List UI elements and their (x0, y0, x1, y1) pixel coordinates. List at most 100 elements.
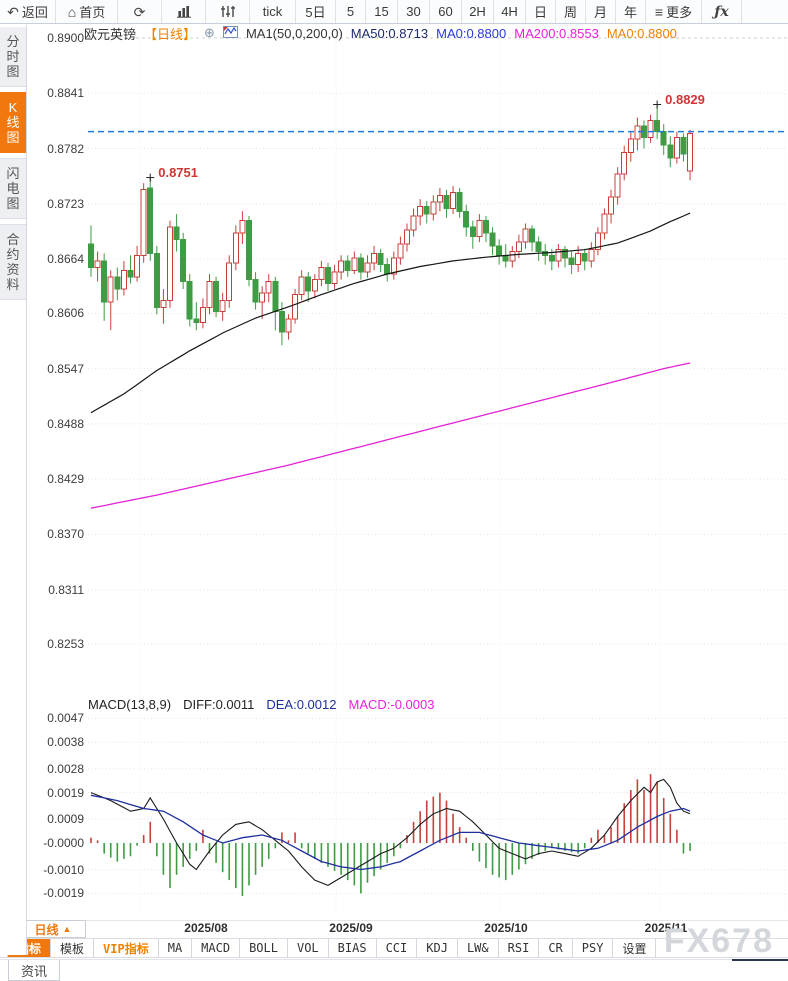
period-selector[interactable]: 日线 ▲ (20, 920, 86, 938)
main-chart-header: 欧元英镑 【日线】 ⊕ MA1(50,0,200,0) MA50:0.8713 … (84, 25, 677, 42)
chart-type-candles-button[interactable] (206, 0, 250, 23)
candle-body (318, 266, 325, 281)
candle-body (509, 251, 516, 262)
interval-tick-button[interactable]: tick (250, 0, 296, 23)
candle-body (219, 299, 226, 312)
tab-vol[interactable]: VOL (288, 939, 329, 957)
tab-lwr[interactable]: LW& (458, 939, 499, 957)
sidebar-item-time-chart-label: 分时图 (6, 34, 20, 79)
candle-body (436, 194, 443, 203)
interval-month-button[interactable]: 月 (586, 0, 616, 23)
tab-rsi[interactable]: RSI (499, 939, 540, 957)
candle-body (120, 269, 127, 290)
tab-cr[interactable]: CR (539, 939, 573, 957)
interval-year-button-label: 年 (623, 5, 637, 20)
candle-body (647, 119, 654, 138)
news-tab[interactable]: 资讯 (8, 960, 61, 981)
candle-body (324, 266, 331, 284)
candle-body (634, 125, 641, 140)
candle-body (245, 220, 252, 281)
sidebar-item-lightning-chart[interactable]: 闪电图 (0, 158, 26, 219)
tab-ma[interactable]: MA (159, 939, 193, 957)
macd-histogram (90, 774, 691, 897)
date-axis-label: 2025/09 (329, 921, 373, 935)
macd-axis-label: -0.0000 (43, 836, 84, 850)
candle-body (193, 318, 200, 324)
candle-body (338, 260, 345, 273)
sidebar-item-contract-info[interactable]: 合约资料 (0, 224, 26, 300)
candle-body (489, 232, 496, 247)
candle-body (265, 281, 272, 294)
price-axis-label: 0.8370 (47, 527, 84, 542)
interval-5m-button[interactable]: 5 (336, 0, 366, 23)
candle-body (588, 249, 595, 262)
formula-button[interactable]: ƒx (702, 0, 742, 23)
candle-body (114, 276, 121, 290)
candle-body (147, 187, 154, 254)
candle-body (377, 252, 384, 266)
price-axis-label: 0.8606 (47, 306, 84, 321)
price-axis-label: 0.8664 (47, 252, 84, 267)
tab-macd[interactable]: MACD (192, 939, 241, 957)
tab-settings[interactable]: 设置 (613, 939, 657, 957)
tab-templates[interactable]: 模板 (51, 939, 95, 957)
candle-body (134, 254, 141, 278)
ma-settings-icon[interactable] (222, 25, 238, 41)
candle-body (166, 226, 173, 301)
interval-day-button-label: 日 (533, 5, 547, 20)
ma50-value: MA50:0.8713 (350, 25, 429, 41)
candle-body (561, 249, 568, 259)
candle-body (173, 226, 180, 240)
interval-5day-button[interactable]: 5日 (296, 0, 336, 23)
circle-plus-icon[interactable]: ⊕ (204, 25, 215, 40)
candle-body (482, 220, 489, 234)
tab-kdj[interactable]: KDJ (417, 939, 458, 957)
refresh-button[interactable]: ⟳ (118, 0, 162, 23)
sidebar-item-kline-chart-label: K线图 (6, 100, 20, 145)
home-button[interactable]: ⌂ 首页 (56, 0, 118, 23)
interval-2h-button[interactable]: 2H (462, 0, 494, 23)
price-axis-label: 0.8488 (47, 416, 84, 431)
bars-icon (176, 5, 192, 18)
interval-4h-button[interactable]: 4H (494, 0, 526, 23)
more-button[interactable]: ≡ 更多 (646, 0, 702, 23)
chart-type-bars-button[interactable] (162, 0, 206, 23)
sidebar-item-kline-chart[interactable]: K线图 (0, 92, 26, 153)
interval-day-button[interactable]: 日 (526, 0, 556, 23)
interval-week-button[interactable]: 周 (556, 0, 586, 23)
interval-30m-button-label: 30 (406, 4, 421, 19)
price-annotation: 0.8829 (665, 91, 705, 107)
sidebar-item-time-chart[interactable]: 分时图 (0, 27, 26, 87)
candle-body (259, 292, 266, 303)
interval-30m-button[interactable]: 30 (398, 0, 430, 23)
candle-body (180, 238, 187, 283)
back-icon: ↶ (7, 3, 19, 20)
tab-psy[interactable]: PSY (573, 939, 614, 957)
chevron-up-icon: ▲ (62, 924, 72, 934)
candle-body (660, 131, 667, 146)
candle-body (581, 252, 588, 262)
macd-header: MACD(13,8,9) DIFF:0.0011 DEA:0.0012 MACD… (88, 697, 434, 712)
candle-body (410, 215, 417, 231)
candle-body (384, 264, 391, 275)
candle-body (153, 252, 160, 309)
tab-cci[interactable]: CCI (377, 939, 418, 957)
price-axis-label: 0.8311 (48, 582, 84, 597)
interval-60m-button[interactable]: 60 (430, 0, 462, 23)
back-button[interactable]: ↶ 返回 (0, 0, 56, 23)
tab-bias[interactable]: BIAS (329, 939, 377, 957)
candle-body (186, 281, 193, 320)
interval-15m-button[interactable]: 15 (366, 0, 398, 23)
candle-body (232, 232, 239, 264)
candle-body (614, 173, 621, 198)
candle-body (456, 192, 463, 212)
interval-year-button[interactable]: 年 (616, 0, 646, 23)
macd-title: MACD(13,8,9) (88, 697, 172, 712)
tab-vip-indicators[interactable]: VIP指标 (94, 939, 159, 957)
macd-axis-label: 0.0047 (47, 711, 84, 726)
tab-boll[interactable]: BOLL (240, 939, 288, 957)
candle-body (390, 257, 397, 275)
candle-body (515, 241, 522, 253)
sliders-icon (220, 5, 236, 18)
